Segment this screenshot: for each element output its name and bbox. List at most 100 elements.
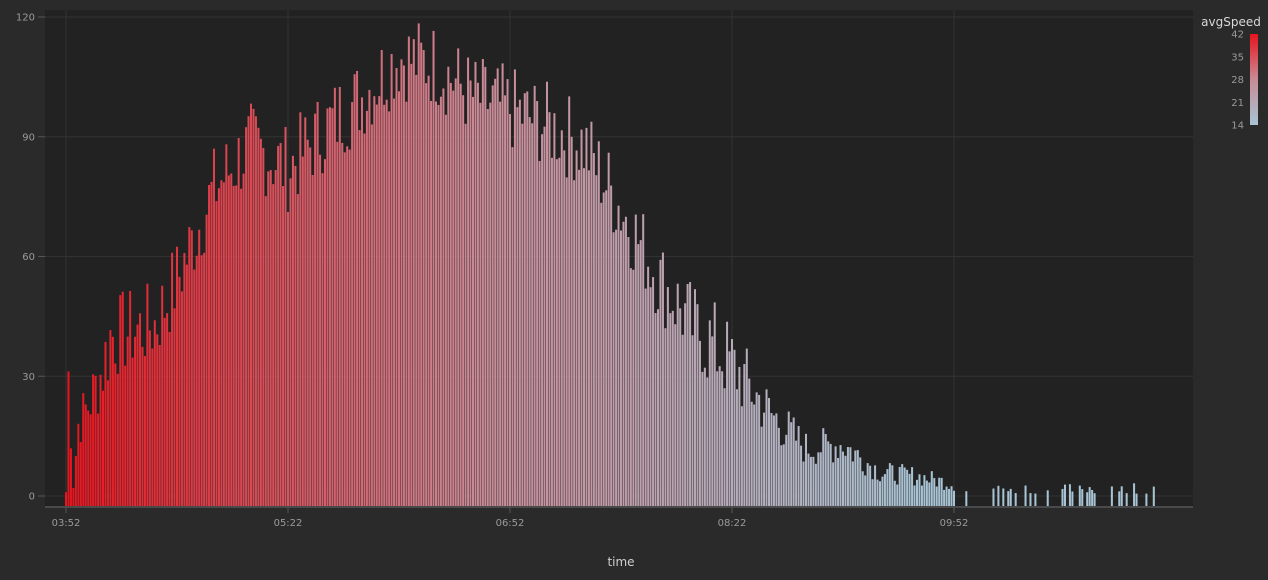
bar[interactable] — [785, 434, 788, 507]
bar[interactable] — [612, 232, 615, 507]
bar[interactable] — [681, 334, 684, 507]
bar[interactable] — [346, 146, 349, 507]
bar[interactable] — [839, 445, 842, 507]
bar[interactable] — [195, 255, 198, 507]
bar[interactable] — [753, 404, 756, 507]
bar[interactable] — [129, 290, 132, 507]
bar[interactable] — [777, 427, 780, 507]
bar[interactable] — [208, 184, 211, 508]
bar[interactable] — [104, 341, 107, 507]
bar[interactable] — [740, 406, 743, 507]
bar[interactable] — [1024, 485, 1027, 507]
bar[interactable] — [178, 276, 181, 507]
bar[interactable] — [286, 211, 290, 508]
bar[interactable] — [800, 445, 803, 507]
bar[interactable] — [220, 180, 223, 508]
bar[interactable] — [521, 123, 524, 508]
bar[interactable] — [471, 96, 475, 507]
bar[interactable] — [822, 428, 825, 507]
bar[interactable] — [878, 481, 882, 507]
bar[interactable] — [323, 159, 327, 508]
bar[interactable] — [649, 287, 652, 507]
bar[interactable] — [716, 371, 719, 507]
bar[interactable] — [684, 303, 687, 507]
bar[interactable] — [935, 486, 938, 507]
bar[interactable] — [84, 404, 87, 507]
bar[interactable] — [301, 156, 304, 507]
bar[interactable] — [898, 466, 901, 507]
bar[interactable] — [331, 108, 334, 508]
bar[interactable] — [908, 473, 911, 507]
bar[interactable] — [615, 229, 618, 508]
bar[interactable] — [767, 398, 771, 507]
bar[interactable] — [373, 96, 376, 507]
bar[interactable] — [333, 87, 336, 508]
bar[interactable] — [434, 101, 438, 507]
bar[interactable] — [360, 97, 364, 508]
bar[interactable] — [79, 442, 82, 507]
bar[interactable] — [1029, 493, 1032, 507]
bar[interactable] — [711, 336, 714, 507]
bar[interactable] — [809, 456, 812, 507]
bar[interactable] — [832, 462, 835, 507]
bar[interactable] — [913, 485, 916, 507]
bar[interactable] — [338, 86, 341, 507]
bar[interactable] — [341, 142, 344, 507]
bar[interactable] — [854, 450, 857, 507]
bar[interactable] — [940, 477, 943, 507]
bar[interactable] — [730, 339, 734, 507]
bar[interactable] — [101, 390, 105, 507]
bar[interactable] — [691, 335, 694, 507]
bar[interactable] — [484, 66, 487, 508]
bar[interactable] — [874, 465, 877, 507]
bar[interactable] — [1133, 483, 1136, 507]
bar[interactable] — [600, 202, 603, 507]
bar[interactable] — [1086, 492, 1089, 507]
bar[interactable] — [721, 371, 724, 507]
bar[interactable] — [383, 104, 386, 507]
bar[interactable] — [997, 485, 1000, 507]
bar[interactable] — [864, 475, 867, 507]
bar[interactable] — [304, 117, 307, 508]
bar[interactable] — [69, 448, 72, 507]
bar[interactable] — [772, 415, 775, 507]
bar[interactable] — [587, 170, 590, 507]
bar[interactable] — [629, 268, 632, 507]
bar[interactable] — [906, 469, 909, 507]
bar[interactable] — [883, 474, 886, 507]
bar[interactable] — [671, 310, 674, 507]
bar[interactable] — [427, 75, 430, 508]
bar[interactable] — [516, 107, 519, 508]
bar[interactable] — [267, 171, 270, 507]
bar[interactable] — [116, 373, 119, 507]
bar[interactable] — [735, 389, 738, 507]
bar[interactable] — [166, 313, 169, 507]
bar[interactable] — [824, 434, 827, 507]
bar[interactable] — [368, 89, 371, 507]
bar[interactable] — [582, 168, 586, 507]
bar[interactable] — [814, 463, 817, 507]
bar[interactable] — [627, 237, 630, 508]
bar[interactable] — [748, 378, 751, 507]
bar[interactable] — [299, 112, 302, 508]
bar[interactable] — [1046, 490, 1049, 507]
bar[interactable] — [787, 411, 790, 507]
bar[interactable] — [1078, 485, 1081, 507]
bar[interactable] — [1091, 490, 1094, 507]
bar[interactable] — [442, 88, 445, 508]
bar[interactable] — [644, 288, 647, 507]
bar[interactable] — [1068, 484, 1071, 507]
bar[interactable] — [314, 113, 317, 507]
bar[interactable] — [698, 340, 701, 507]
bar[interactable] — [87, 410, 90, 507]
bar[interactable] — [642, 214, 645, 508]
bar[interactable] — [282, 185, 285, 508]
bar[interactable] — [400, 59, 403, 507]
bar[interactable] — [249, 103, 253, 507]
bar[interactable] — [511, 147, 514, 507]
bar[interactable] — [449, 82, 452, 507]
bar[interactable] — [232, 185, 235, 507]
bar[interactable] — [543, 126, 546, 508]
bar[interactable] — [486, 109, 489, 507]
bar[interactable] — [861, 471, 864, 507]
